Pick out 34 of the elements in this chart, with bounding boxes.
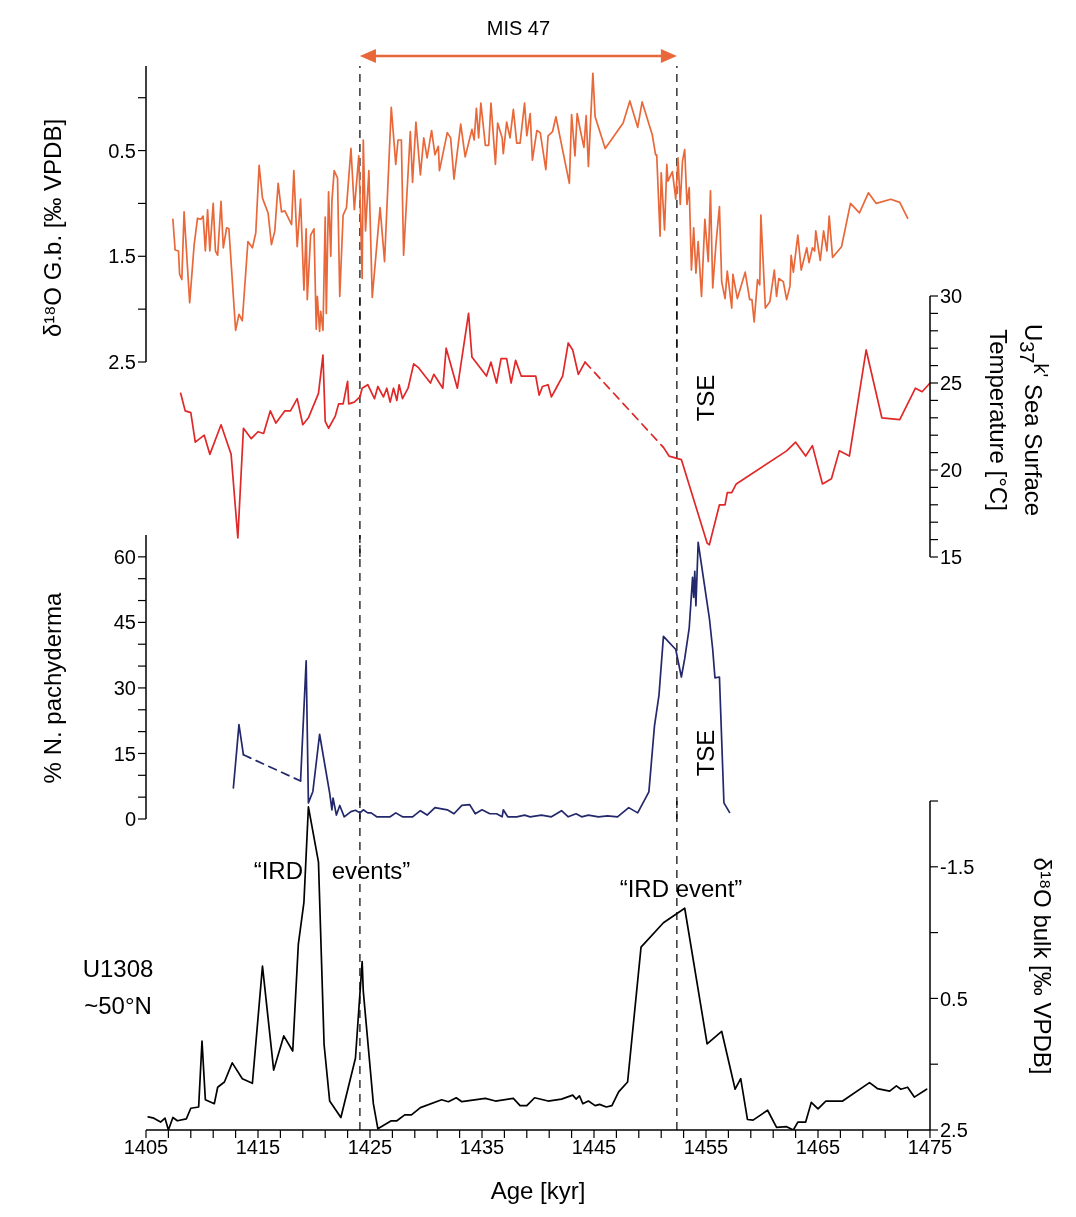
line-series [172, 72, 909, 333]
x-tick-label: 1445 [571, 1136, 617, 1159]
x-tick-label: 1465 [795, 1136, 841, 1159]
x-tick-label: 1405 [123, 1136, 169, 1159]
y-tick-label: 45 [113, 611, 136, 634]
annotation: “IRD event” [619, 874, 743, 902]
x-tick-label: 1455 [683, 1136, 729, 1159]
x-tick-label: 1435 [459, 1136, 505, 1159]
y-tick-label: 0.5 [940, 987, 968, 1010]
x-tick-label: 1415 [235, 1136, 281, 1159]
annotation: U1308 [82, 954, 154, 982]
annotation: “IRD events” [253, 856, 411, 884]
y-axis-title: δ¹⁸O bulk [‰ VPDB] [1028, 856, 1056, 1077]
y-tick-label: 1.5 [108, 245, 136, 268]
y-tick-label: 15 [113, 742, 136, 765]
y-tick-label: 60 [113, 545, 136, 568]
annotation: TSE [691, 374, 719, 422]
x-axis-title: Age [kyr] [490, 1177, 586, 1205]
y-tick-label: 30 [113, 677, 136, 700]
y-axis-title: δ¹⁸O G.b. [‰ VPDB] [39, 117, 67, 340]
text: MIS 47 [486, 17, 551, 39]
y-tick-label: 30 [940, 285, 963, 308]
annotation: TSE [691, 729, 719, 777]
y-tick-label: 15 [940, 546, 963, 569]
y-tick-label: -1.5 [940, 855, 975, 878]
y-tick-label: 20 [940, 459, 963, 482]
y-tick-label: 25 [940, 372, 963, 395]
y-tick-label: 0.5 [108, 139, 136, 162]
annotation: ~50°N [84, 991, 152, 1019]
x-tick-label: 1475 [907, 1136, 953, 1159]
y-tick-label: 2.5 [108, 351, 136, 374]
y-tick-label: 0 [124, 808, 136, 831]
y-axis-title: % N. pachyderma [39, 591, 67, 786]
x-tick-label: 1425 [347, 1136, 393, 1159]
